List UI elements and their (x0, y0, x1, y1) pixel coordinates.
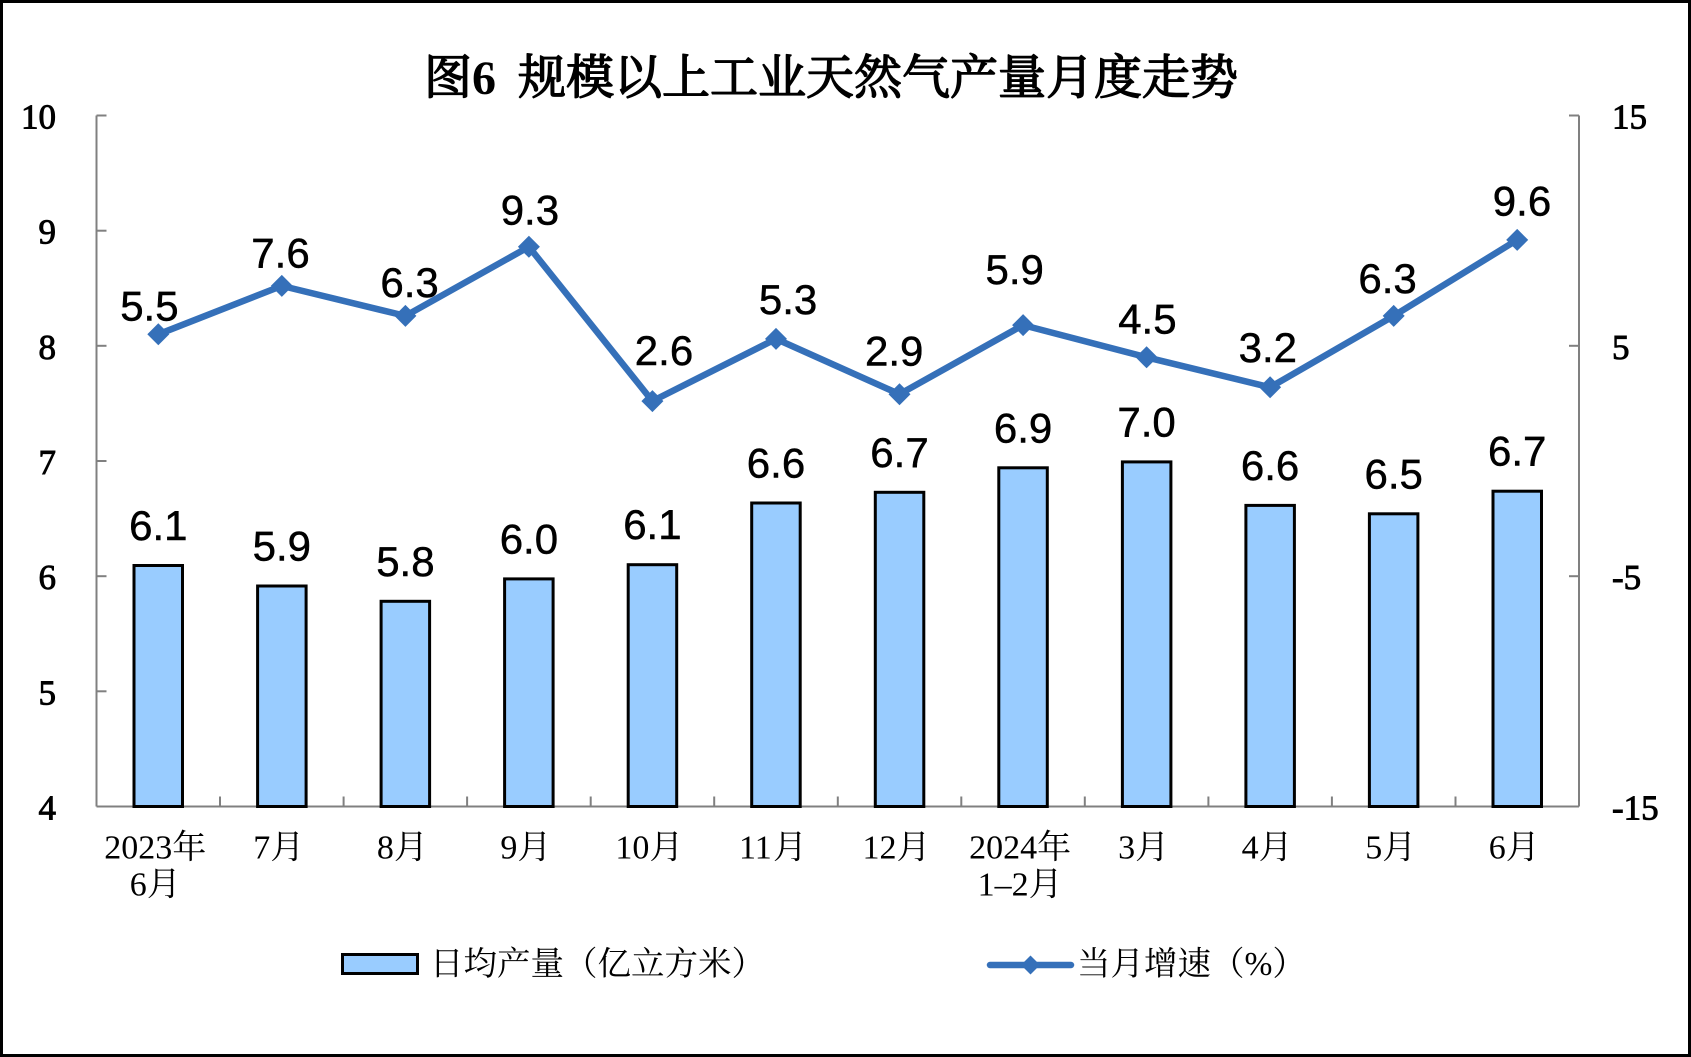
svg-text:9: 9 (500, 830, 517, 867)
svg-text:8: 8 (377, 830, 394, 867)
svg-text:6.1: 6.1 (129, 502, 187, 549)
svg-text:9.3: 9.3 (501, 186, 559, 233)
svg-text:7: 7 (39, 443, 57, 482)
svg-text:6.0: 6.0 (500, 515, 558, 562)
svg-text:8: 8 (39, 328, 57, 367)
svg-text:4: 4 (1242, 830, 1259, 867)
svg-text:2.9: 2.9 (865, 327, 923, 374)
svg-text:6: 6 (39, 558, 57, 597)
svg-text:%: % (1245, 946, 1273, 983)
svg-text:6.9: 6.9 (994, 404, 1052, 451)
svg-text:6.1: 6.1 (623, 501, 681, 548)
svg-text:15: 15 (1612, 98, 1647, 137)
svg-text:6.3: 6.3 (1358, 255, 1416, 302)
svg-text:-15: -15 (1612, 789, 1659, 828)
svg-text:5.9: 5.9 (986, 246, 1044, 293)
svg-text:12: 12 (863, 830, 897, 867)
svg-text:3: 3 (1118, 830, 1135, 867)
svg-text:3.2: 3.2 (1239, 324, 1297, 371)
svg-text:4.5: 4.5 (1118, 296, 1176, 343)
svg-text:6: 6 (130, 867, 147, 904)
svg-text:10: 10 (615, 830, 649, 867)
svg-text:5: 5 (1365, 830, 1382, 867)
svg-text:5.8: 5.8 (376, 538, 434, 585)
svg-text:5: 5 (39, 673, 57, 712)
svg-text:2024: 2024 (969, 830, 1037, 867)
svg-text:6.7: 6.7 (1488, 428, 1546, 475)
svg-text:10: 10 (21, 98, 56, 137)
svg-text:9: 9 (39, 213, 57, 252)
svg-text:6: 6 (1489, 830, 1506, 867)
svg-text:9.6: 9.6 (1493, 177, 1551, 224)
svg-text:2023: 2023 (104, 830, 172, 867)
svg-text:6.6: 6.6 (1241, 442, 1299, 489)
svg-text:11: 11 (739, 830, 772, 867)
svg-text:1–2: 1–2 (978, 867, 1029, 904)
svg-text:6.6: 6.6 (747, 440, 805, 487)
svg-text:5.5: 5.5 (120, 283, 178, 330)
svg-text:6.3: 6.3 (380, 259, 438, 306)
svg-text:6.5: 6.5 (1365, 450, 1423, 497)
svg-text:5: 5 (1612, 328, 1630, 367)
svg-text:7.6: 7.6 (251, 230, 309, 277)
svg-text:7: 7 (253, 830, 270, 867)
svg-text:5.9: 5.9 (253, 523, 311, 570)
svg-text:6: 6 (472, 52, 496, 105)
svg-text:6.7: 6.7 (870, 429, 928, 476)
svg-text:2.6: 2.6 (635, 327, 693, 374)
svg-text:4: 4 (39, 789, 57, 828)
svg-text:7.0: 7.0 (1117, 398, 1175, 445)
svg-text:-5: -5 (1612, 558, 1641, 597)
svg-text:5.3: 5.3 (759, 276, 817, 323)
